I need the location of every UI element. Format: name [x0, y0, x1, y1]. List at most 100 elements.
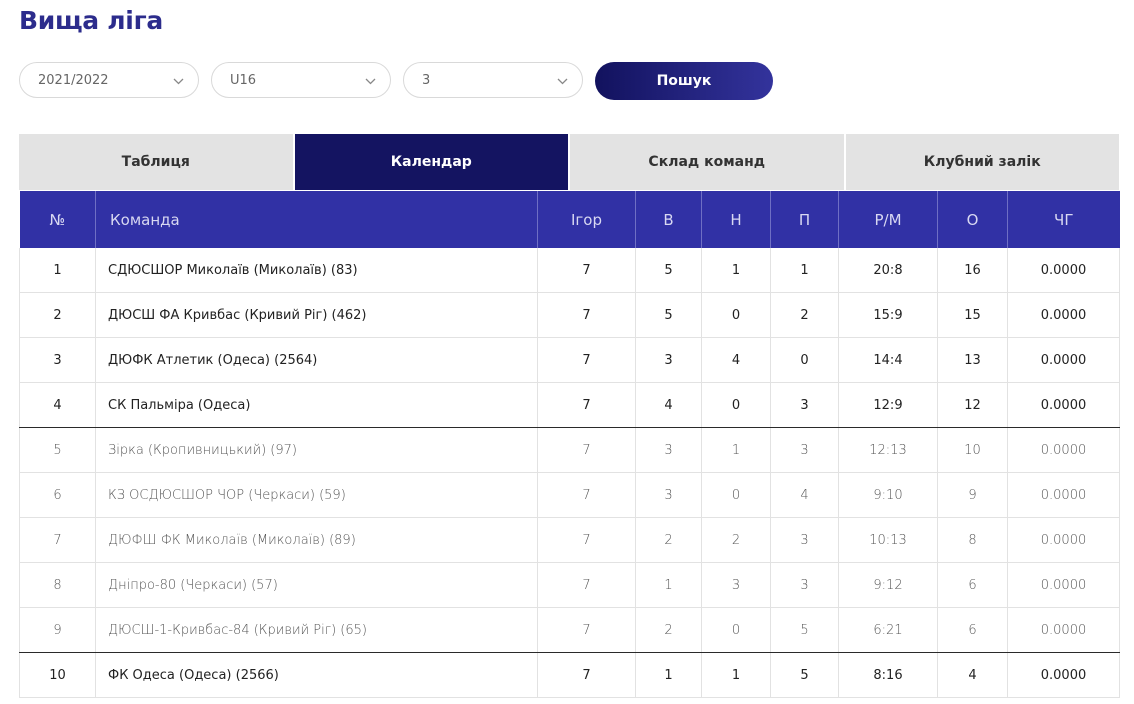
cell-points: 9	[937, 472, 1008, 518]
cell-number: 7	[19, 517, 96, 563]
cell-draws: 0	[701, 292, 771, 338]
cell-wins: 3	[635, 472, 702, 518]
cell-goals: 12:9	[838, 382, 938, 428]
cell-chg: 0.0000	[1007, 607, 1120, 653]
season-select-value: 2021/2022	[38, 73, 109, 88]
table-row: 4 СК Пальміра (Одеса) 7 4 0 3 12:9 12 0.0000	[19, 382, 1120, 428]
table-row: 9 ДЮСШ-1-Кривбас-84 (Кривий Ріг) (65) 7 2 0 5…	[19, 607, 1120, 653]
cell-team: КЗ ОСДЮСШОР ЧОР (Черкаси) (59)	[95, 472, 538, 518]
cell-goals: 20:8	[838, 248, 938, 293]
cell-losses: 0	[770, 337, 839, 383]
header-goals: Р/М	[838, 191, 938, 248]
cell-team: ФК Одеса (Одеса) (2566)	[95, 652, 538, 698]
table-header-row: № Команда Ігор В Н П Р/М О ЧГ	[19, 191, 1120, 248]
cell-goals: 12:13	[838, 427, 938, 473]
table-row: 1 СДЮСШОР Миколаїв (Миколаїв) (83) 7 5 1 1 20:…	[19, 248, 1120, 293]
standings-table: № Команда Ігор В Н П Р/М О ЧГ 1 СДЮСШОР М…	[19, 191, 1120, 698]
cell-chg: 0.0000	[1007, 248, 1120, 293]
cell-games: 7	[537, 472, 636, 518]
cell-games: 7	[537, 562, 636, 608]
cell-chg: 0.0000	[1007, 472, 1120, 518]
header-wins: В	[635, 191, 702, 248]
age-group-select[interactable]: U16	[211, 62, 391, 98]
cell-goals: 14:4	[838, 337, 938, 383]
table-row: 8 Дніпро-80 (Черкаси) (57) 7 1 3 3 9:12 6 0.0000	[19, 562, 1120, 608]
cell-games: 7	[537, 652, 636, 698]
cell-wins: 5	[635, 292, 702, 338]
cell-draws: 3	[701, 562, 771, 608]
cell-number: 3	[19, 337, 96, 383]
group-select-value: 3	[422, 73, 431, 88]
cell-chg: 0.0000	[1007, 382, 1120, 428]
cell-points: 13	[937, 337, 1008, 383]
tab-table[interactable]: Таблиця	[19, 134, 295, 190]
tab-bar: Таблиця Календар Склад команд Клубний за…	[19, 134, 1119, 190]
chevron-down-icon	[365, 63, 376, 99]
cell-goals: 9:10	[838, 472, 938, 518]
cell-draws: 1	[701, 427, 771, 473]
tab-club-standings[interactable]: Клубний залік	[845, 134, 1119, 190]
table-row: 3 ДЮФК Атлетик (Одеса) (2564) 7 3 4 0 14:4 13 0.…	[19, 337, 1120, 383]
cell-losses: 2	[770, 292, 839, 338]
cell-team: ДЮСШ-1-Кривбас-84 (Кривий Ріг) (65)	[95, 607, 538, 653]
cell-team: СДЮСШОР Миколаїв (Миколаїв) (83)	[95, 248, 538, 293]
cell-losses: 4	[770, 472, 839, 518]
chevron-down-icon	[557, 63, 568, 99]
search-button[interactable]: Пошук	[595, 62, 773, 100]
cell-games: 7	[537, 337, 636, 383]
cell-draws: 0	[701, 607, 771, 653]
cell-number: 6	[19, 472, 96, 518]
cell-wins: 3	[635, 337, 702, 383]
cell-wins: 3	[635, 427, 702, 473]
header-games: Ігор	[537, 191, 636, 248]
cell-team: СК Пальміра (Одеса)	[95, 382, 538, 428]
cell-points: 8	[937, 517, 1008, 563]
table-row: 2 ДЮСШ ФА Кривбас (Кривий Ріг) (462) 7 5 0 2 1…	[19, 292, 1120, 338]
header-points: О	[937, 191, 1008, 248]
cell-games: 7	[537, 292, 636, 338]
table-row: 6 КЗ ОСДЮСШОР ЧОР (Черкаси) (59) 7 3 0 4 9:10 9…	[19, 472, 1120, 518]
cell-wins: 1	[635, 652, 702, 698]
cell-points: 6	[937, 562, 1008, 608]
group-select[interactable]: 3	[403, 62, 583, 98]
cell-goals: 15:9	[838, 292, 938, 338]
chevron-down-icon	[173, 63, 184, 99]
cell-wins: 1	[635, 562, 702, 608]
cell-draws: 0	[701, 472, 771, 518]
age-group-select-value: U16	[230, 73, 257, 88]
cell-draws: 1	[701, 248, 771, 293]
cell-losses: 3	[770, 382, 839, 428]
cell-games: 7	[537, 427, 636, 473]
cell-draws: 2	[701, 517, 771, 563]
cell-points: 12	[937, 382, 1008, 428]
cell-points: 16	[937, 248, 1008, 293]
cell-games: 7	[537, 248, 636, 293]
cell-points: 15	[937, 292, 1008, 338]
cell-wins: 5	[635, 248, 702, 293]
header-team: Команда	[95, 191, 538, 248]
cell-team: ДЮФК Атлетик (Одеса) (2564)	[95, 337, 538, 383]
page-title: Вища ліга	[19, 6, 163, 35]
cell-chg: 0.0000	[1007, 337, 1120, 383]
cell-team: ДЮФШ ФК Миколаїв (Миколаїв) (89)	[95, 517, 538, 563]
tab-calendar[interactable]: Календар	[294, 134, 570, 190]
header-draws: Н	[701, 191, 771, 248]
cell-chg: 0.0000	[1007, 292, 1120, 338]
cell-number: 8	[19, 562, 96, 608]
cell-losses: 5	[770, 607, 839, 653]
cell-goals: 8:16	[838, 652, 938, 698]
season-select[interactable]: 2021/2022	[19, 62, 199, 98]
cell-number: 1	[19, 248, 96, 293]
cell-points: 4	[937, 652, 1008, 698]
cell-number: 2	[19, 292, 96, 338]
tab-team-rosters[interactable]: Склад команд	[570, 134, 846, 190]
cell-losses: 3	[770, 562, 839, 608]
cell-goals: 6:21	[838, 607, 938, 653]
cell-team: ДЮСШ ФА Кривбас (Кривий Ріг) (462)	[95, 292, 538, 338]
cell-goals: 10:13	[838, 517, 938, 563]
cell-number: 9	[19, 607, 96, 653]
cell-losses: 3	[770, 517, 839, 563]
cell-wins: 4	[635, 382, 702, 428]
cell-games: 7	[537, 607, 636, 653]
cell-losses: 5	[770, 652, 839, 698]
